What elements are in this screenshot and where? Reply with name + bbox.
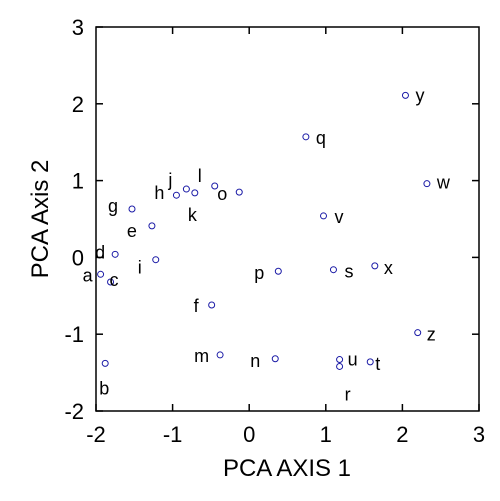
scatter-point-f	[208, 301, 216, 309]
point-label-n: n	[250, 351, 260, 371]
point-label-d: d	[95, 242, 105, 262]
y-axis-ticks: -2 -1 0 1 2 3	[64, 15, 479, 424]
scatter-point-c	[107, 278, 115, 286]
scatter-point-y	[401, 91, 409, 99]
point-label-i: i	[138, 258, 142, 278]
scatter-point-x	[371, 262, 379, 270]
x-tick-label: -1	[163, 422, 183, 447]
point-label-r: r	[345, 384, 351, 404]
point-label-s: s	[344, 262, 353, 282]
scatter-point-n	[271, 355, 279, 363]
y-tick-label: -2	[64, 399, 84, 424]
point-label-z: z	[427, 325, 436, 345]
scatter-point-a	[97, 270, 105, 278]
point-label-y: y	[415, 85, 424, 105]
scatter-point-g	[128, 205, 136, 213]
point-label-l: l	[198, 166, 202, 186]
scatter-point-h	[172, 191, 180, 199]
scatter-point-q	[302, 133, 310, 141]
scatter-point-b	[101, 359, 109, 367]
scatter-point-i	[152, 256, 160, 264]
data-point-labels: a b cd e f g h i jkl m n o p q r s tu v w x y z	[83, 85, 451, 404]
scatter-point-e	[148, 222, 156, 230]
scatter-point-o	[235, 188, 243, 196]
x-tick-label: 1	[320, 422, 332, 447]
x-tick-label: 2	[396, 422, 408, 447]
point-label-a: a	[83, 265, 94, 285]
plot-frame	[95, 26, 480, 412]
point-label-v: v	[335, 207, 344, 227]
scatter-point-w	[423, 180, 431, 188]
point-label-t: t	[375, 354, 380, 374]
scatter-point-v	[320, 212, 328, 220]
point-label-p: p	[254, 263, 264, 283]
point-label-b: b	[99, 378, 109, 398]
scatter-point-r	[336, 362, 344, 370]
point-label-q: q	[316, 128, 326, 148]
y-tick-label: 3	[72, 15, 84, 40]
point-label-k: k	[188, 205, 198, 225]
scatter-point-m	[216, 351, 224, 359]
x-tick-label: -2	[86, 422, 106, 447]
x-tick-label: 3	[473, 422, 485, 447]
y-axis-label: PCA Axis 2	[27, 160, 54, 279]
scatter-point-p	[274, 267, 282, 275]
point-label-w: w	[436, 173, 451, 193]
point-label-g: g	[108, 196, 118, 216]
point-label-h: h	[154, 183, 164, 203]
x-axis-ticks: -2 -1 0 1 2 3	[86, 27, 485, 447]
y-tick-label: 1	[72, 169, 84, 194]
point-label-c: c	[110, 270, 119, 290]
y-tick-label: -1	[64, 322, 84, 347]
scatter-point-z	[414, 329, 422, 337]
scatter-point-k	[191, 189, 199, 197]
scatter-point-l	[211, 182, 219, 190]
point-label-u: u	[348, 350, 358, 370]
x-tick-label: 0	[243, 422, 255, 447]
y-tick-label: 0	[72, 245, 84, 270]
y-tick-label: 2	[72, 92, 84, 117]
scatter-point-j	[182, 185, 190, 193]
scatter-point-s	[329, 266, 337, 274]
point-label-o: o	[217, 184, 227, 204]
data-points	[97, 91, 431, 370]
x-axis-label: PCA AXIS 1	[223, 455, 351, 482]
point-label-m: m	[194, 346, 209, 366]
point-label-j: j	[167, 170, 172, 190]
point-label-e: e	[127, 221, 137, 241]
scatter-point-t	[366, 358, 374, 366]
point-label-x: x	[384, 258, 393, 278]
scatter-point-d	[111, 250, 119, 258]
scatter-point-u	[336, 356, 344, 364]
point-label-f: f	[194, 296, 200, 316]
